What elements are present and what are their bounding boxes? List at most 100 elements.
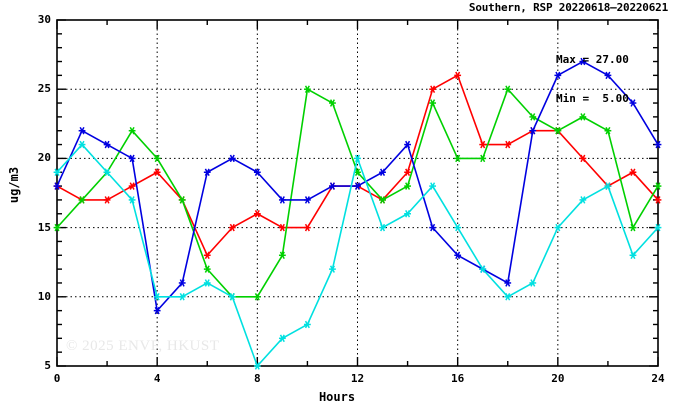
data-point-marker (554, 71, 562, 80)
data-point-marker (253, 209, 261, 218)
data-point-marker (128, 126, 136, 135)
data-point-marker (103, 168, 111, 177)
data-point-marker (454, 223, 462, 232)
data-point-marker (278, 196, 286, 204)
data-point-marker (554, 223, 562, 232)
data-point-marker (278, 251, 286, 260)
watermark: © 2025 ENVF, HKUST (66, 338, 220, 354)
data-point-marker (203, 265, 211, 273)
data-point-marker (153, 154, 161, 163)
data-point-marker (354, 182, 361, 190)
data-point-marker (228, 293, 236, 301)
data-point-marker (304, 85, 311, 93)
data-point-marker (278, 223, 286, 232)
data-point-marker (529, 113, 537, 121)
data-point-marker (153, 293, 161, 301)
legend-stats: Max = 27.00 Min = 5.00 (556, 27, 629, 131)
data-point-marker (354, 154, 361, 163)
data-point-marker (404, 140, 411, 149)
series-20220620 (53, 57, 662, 315)
data-point-marker (78, 196, 86, 204)
y-tick-label: 10 (37, 289, 51, 303)
x-tick-label: 20 (551, 372, 565, 385)
data-point-marker (304, 320, 311, 329)
data-point-marker (253, 168, 261, 177)
data-point-marker (379, 168, 386, 177)
data-point-marker (304, 223, 311, 232)
data-point-marker (304, 196, 311, 204)
data-point-marker (579, 196, 587, 204)
data-point-marker (429, 99, 437, 107)
data-point-marker (454, 251, 462, 260)
data-point-marker (203, 279, 211, 287)
x-tick-label: 24 (651, 372, 665, 385)
data-point-marker (654, 182, 662, 190)
data-point-marker (629, 99, 637, 107)
x-tick-label: 8 (254, 372, 261, 385)
data-point-marker (178, 196, 186, 204)
data-point-marker (579, 154, 587, 163)
x-tick-label: 4 (153, 372, 161, 385)
data-point-marker (404, 209, 411, 218)
data-point-marker (329, 265, 336, 273)
data-point-marker (78, 126, 86, 135)
data-point-marker (504, 140, 512, 149)
data-point-marker (654, 140, 662, 149)
data-point-marker (103, 196, 111, 204)
data-point-marker (78, 140, 86, 149)
data-point-marker (329, 99, 336, 107)
data-point-marker (429, 85, 437, 93)
data-point-marker (479, 140, 487, 149)
data-point-marker (153, 306, 161, 315)
data-point-marker (554, 126, 562, 135)
data-point-marker (629, 251, 637, 260)
data-point-marker (228, 223, 236, 232)
data-point-marker (604, 182, 612, 190)
data-point-marker (178, 279, 186, 287)
x-axis-label: Hours (318, 390, 356, 404)
x-tick-label: 12 (350, 372, 365, 385)
data-point-marker (178, 293, 186, 301)
data-point-marker (529, 279, 537, 287)
data-point-marker (504, 279, 512, 287)
data-point-marker (253, 362, 261, 370)
x-tick-label: 16 (451, 372, 465, 385)
data-point-marker (253, 293, 261, 301)
y-tick-label: 15 (37, 220, 51, 234)
data-point-marker (53, 168, 61, 177)
data-point-marker (429, 223, 437, 232)
data-point-marker (404, 168, 411, 177)
data-point-marker (404, 182, 411, 190)
y-tick-label: 20 (37, 151, 51, 165)
x-tick-label: 0 (53, 372, 61, 385)
data-point-marker (454, 154, 462, 163)
data-point-marker (153, 168, 161, 177)
data-point-marker (379, 196, 386, 204)
data-point-marker (53, 223, 61, 232)
y-tick-label: 5 (44, 359, 51, 372)
series-20220619 (53, 85, 662, 301)
data-point-marker (629, 168, 637, 177)
data-point-marker (604, 126, 612, 135)
data-point-marker (429, 182, 437, 190)
data-point-marker (654, 223, 662, 232)
data-point-marker (128, 154, 136, 163)
series-20220621 (53, 140, 662, 370)
data-point-marker (103, 140, 111, 149)
data-point-marker (278, 334, 286, 343)
data-point-marker (529, 126, 537, 135)
data-point-marker (354, 168, 361, 177)
chart-title: Southern, RSP 20220618–20220621 (468, 1, 668, 14)
data-point-marker (504, 85, 512, 93)
min-label: Min = 5.00 (556, 92, 629, 105)
data-point-marker (654, 196, 662, 204)
data-point-marker (604, 71, 612, 80)
max-label: Max = 27.00 (556, 53, 629, 66)
y-tick-label: 30 (37, 13, 51, 26)
data-point-marker (329, 182, 336, 190)
data-point-marker (203, 251, 211, 260)
data-point-marker (454, 71, 462, 80)
data-point-marker (228, 154, 236, 163)
